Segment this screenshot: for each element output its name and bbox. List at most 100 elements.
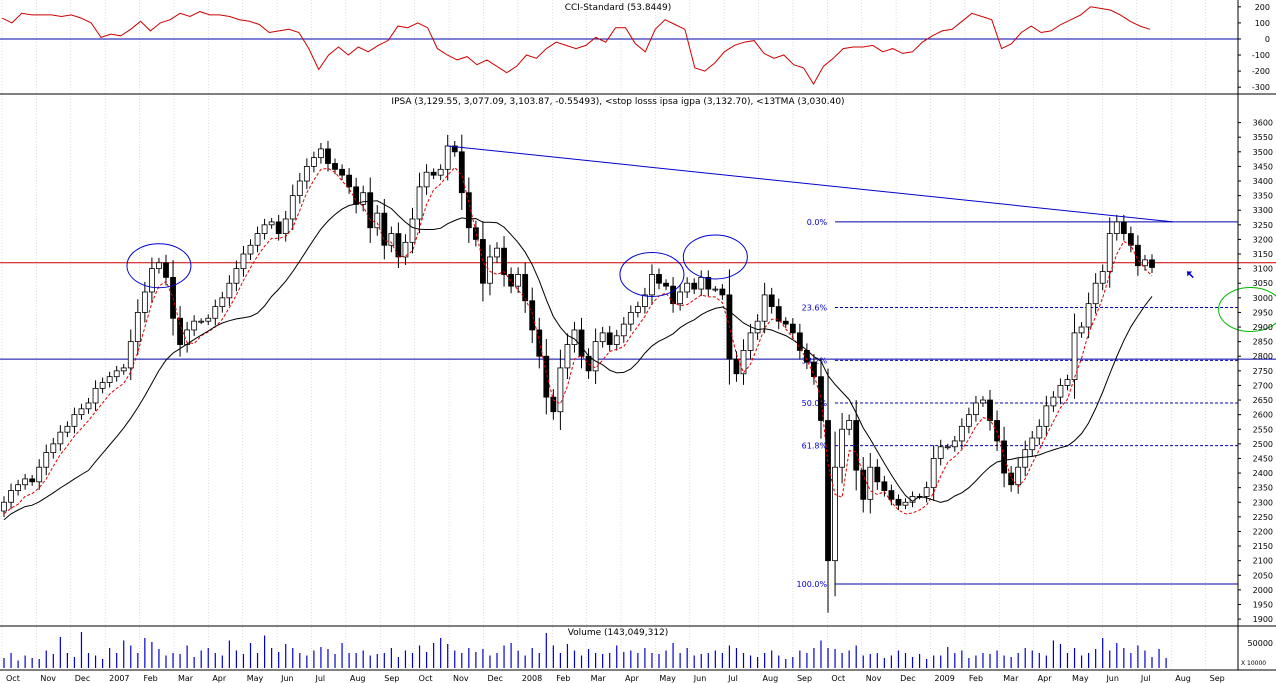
candle-body — [254, 233, 261, 246]
candle-body — [163, 262, 169, 278]
candle-body — [825, 420, 831, 562]
price-tick-label: 3400 — [1253, 177, 1273, 186]
candle-body — [247, 244, 254, 255]
x-tick-label: Apr — [625, 674, 640, 683]
candle-body — [282, 218, 289, 234]
cci-series-line — [1, 6, 1151, 85]
candle-body — [29, 478, 36, 483]
candle-body — [226, 282, 233, 299]
resistance-trendline — [447, 145, 1174, 223]
candle-body — [677, 291, 684, 305]
candle-body — [198, 320, 205, 323]
candle-body — [374, 212, 381, 229]
candle-body — [951, 440, 958, 448]
price-tick-label: 2550 — [1253, 425, 1273, 434]
candle-body — [564, 344, 571, 369]
price-tick-label: 1900 — [1253, 615, 1273, 624]
candle-body — [205, 317, 212, 322]
price-tick-label: 3150 — [1253, 250, 1273, 259]
candle-body — [944, 446, 951, 449]
x-tick-label: 2008 — [522, 674, 542, 683]
candle-body — [1099, 271, 1106, 284]
candle-body — [416, 186, 423, 220]
price-tick-label: 2250 — [1253, 513, 1273, 522]
cci-tick-label: -200 — [1252, 67, 1270, 76]
x-tick-label: May — [659, 674, 676, 683]
cci-tick-label: -300 — [1252, 83, 1270, 92]
candle-body — [1, 501, 7, 512]
grid — [1, 0, 1206, 670]
candle-body — [78, 408, 85, 416]
x-tick-label: Sep — [384, 674, 399, 683]
candle-body — [613, 335, 620, 345]
cci-panel — [0, 6, 1238, 85]
candle-body — [289, 195, 296, 220]
price-tick-label: 3050 — [1253, 279, 1273, 288]
x-tick-label: Nov — [40, 674, 56, 683]
candle-body — [768, 294, 775, 307]
candle-body — [923, 487, 930, 497]
candle-body — [92, 387, 99, 404]
x-tick-label: May — [247, 674, 264, 683]
candle-body — [50, 443, 57, 454]
price-tick-label: 2750 — [1253, 367, 1273, 376]
candle-body — [670, 285, 676, 305]
candle-body — [325, 148, 331, 164]
candle-body — [1071, 332, 1078, 381]
candle-body — [388, 233, 395, 246]
candle-body — [219, 297, 226, 307]
candle-body — [937, 446, 944, 459]
price-tick-label: 1950 — [1253, 600, 1273, 609]
cci-tick-label: 0 — [1265, 35, 1270, 44]
x-tick-label: Mar — [1003, 674, 1019, 683]
candle-body — [811, 361, 817, 378]
x-tick-label: Oct — [419, 674, 433, 683]
candle-body — [240, 253, 247, 270]
candle-body — [536, 329, 543, 357]
candle-body — [1036, 425, 1043, 439]
candle-body — [233, 268, 240, 284]
annotation-ellipse — [682, 234, 748, 280]
candle-body — [318, 148, 324, 159]
candle-body — [1149, 259, 1155, 268]
candle-body — [789, 323, 796, 334]
candle-body — [149, 268, 155, 293]
candle-body — [839, 428, 846, 468]
candle-body — [444, 145, 451, 170]
candle-body — [557, 367, 564, 413]
candle-body — [99, 382, 106, 389]
x-tick-label: Feb — [556, 674, 570, 683]
x-tick-label: 2007 — [109, 674, 129, 683]
candle-body — [930, 458, 937, 489]
x-tick-label: May — [1072, 674, 1089, 683]
candle-body — [656, 274, 662, 284]
candle-body — [522, 274, 529, 302]
price-tick-label: 3300 — [1253, 206, 1273, 215]
candle-body — [43, 452, 50, 468]
x-tick-label: Sep — [1210, 674, 1225, 683]
candle-body — [501, 247, 507, 275]
candle-body — [1092, 282, 1099, 305]
candle-body — [177, 317, 183, 345]
candle-body — [965, 414, 972, 427]
x-tick-label: Dec — [75, 674, 90, 683]
candle-body — [958, 425, 965, 442]
candle-body — [64, 425, 71, 433]
candle-body — [437, 168, 444, 176]
candle-body — [902, 501, 909, 506]
x-tick-label: Jul — [727, 674, 738, 683]
price-tick-label: 2600 — [1253, 411, 1273, 420]
candle-body — [360, 192, 367, 205]
candle-body — [1057, 385, 1064, 398]
x-tick-label: Dec — [900, 674, 915, 683]
volume-scale-label: X 10000 — [1241, 660, 1266, 667]
price-tick-label: 2850 — [1253, 338, 1273, 347]
candle-body — [1127, 233, 1134, 246]
price-title: IPSA (3,129.55, 3,077.09, 3,103.87, -0.5… — [391, 97, 844, 107]
annotation-arrowhead — [1187, 271, 1193, 277]
x-tick-label: Feb — [969, 674, 983, 683]
price-tick-label: 3550 — [1253, 133, 1273, 142]
price-tick-label: 2950 — [1253, 308, 1273, 317]
candle-body — [1135, 244, 1141, 267]
candle-body — [1043, 405, 1050, 427]
